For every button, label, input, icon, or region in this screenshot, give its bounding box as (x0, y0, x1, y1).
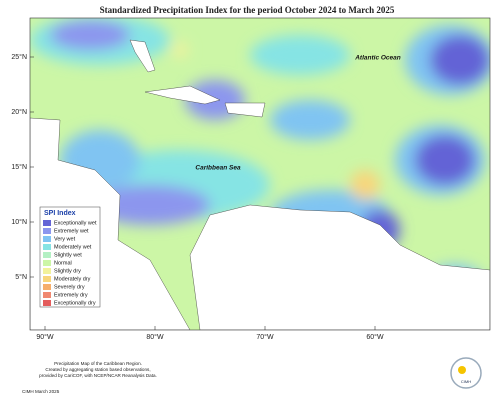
ocean-label: Caribbean Sea (195, 165, 241, 172)
legend-swatch (43, 284, 51, 290)
lat-label: 5°N (15, 273, 27, 281)
lon-label: 90°W (36, 333, 54, 341)
legend-label: Extremely wet (54, 229, 89, 235)
legend-title: SPI Index (44, 210, 76, 217)
footer-line: provided by CariCOF, with NCEP/NCAR Rean… (39, 373, 157, 378)
map-title: Standardized Precipitation Index for the… (100, 5, 395, 15)
ocean-label: Atlantic Ocean (354, 55, 401, 62)
legend-swatch (43, 300, 51, 306)
legend-swatch (43, 236, 51, 242)
legend-swatch (43, 252, 51, 258)
legend-label: Very wet (54, 237, 76, 243)
legend-swatch (43, 268, 51, 274)
legend-swatch (43, 244, 51, 250)
lat-label: 15°N (11, 163, 27, 171)
lat-label: 20°N (11, 108, 27, 116)
logo-text: CIMH (461, 379, 471, 384)
legend-swatch (43, 260, 51, 266)
footer-line: Precipitation Map of the Caribbean Regio… (54, 361, 142, 366)
footer-credit: CIMH March 2025 (22, 389, 60, 394)
legend-swatch (43, 292, 51, 298)
legend-label: Moderately dry (54, 277, 91, 283)
legend-label: Normal (54, 261, 72, 267)
lat-label: 10°N (11, 218, 27, 226)
legend-label: Moderately wet (54, 245, 92, 251)
lon-label: 70°W (256, 333, 274, 341)
legend-label: Extremely dry (54, 293, 88, 299)
legend-label: Exceptionally dry (54, 301, 96, 307)
legend-swatch (43, 228, 51, 234)
logo-badge (450, 357, 482, 389)
legend-label: Exceptionally wet (54, 221, 97, 227)
map-frame (29, 17, 491, 331)
legend-label: Slightly dry (54, 269, 81, 275)
lon-label: 60°W (366, 333, 384, 341)
legend-label: Severely dry (54, 285, 85, 291)
logo-sun (458, 366, 466, 374)
spi-field (30, 18, 490, 330)
lon-label: 80°W (146, 333, 164, 341)
legend-swatch (43, 276, 51, 282)
legend-swatch (43, 220, 51, 226)
legend-label: Slightly wet (54, 253, 82, 259)
footer-line: Created by aggregating station based obs… (45, 367, 150, 372)
lat-label: 25°N (11, 53, 27, 61)
